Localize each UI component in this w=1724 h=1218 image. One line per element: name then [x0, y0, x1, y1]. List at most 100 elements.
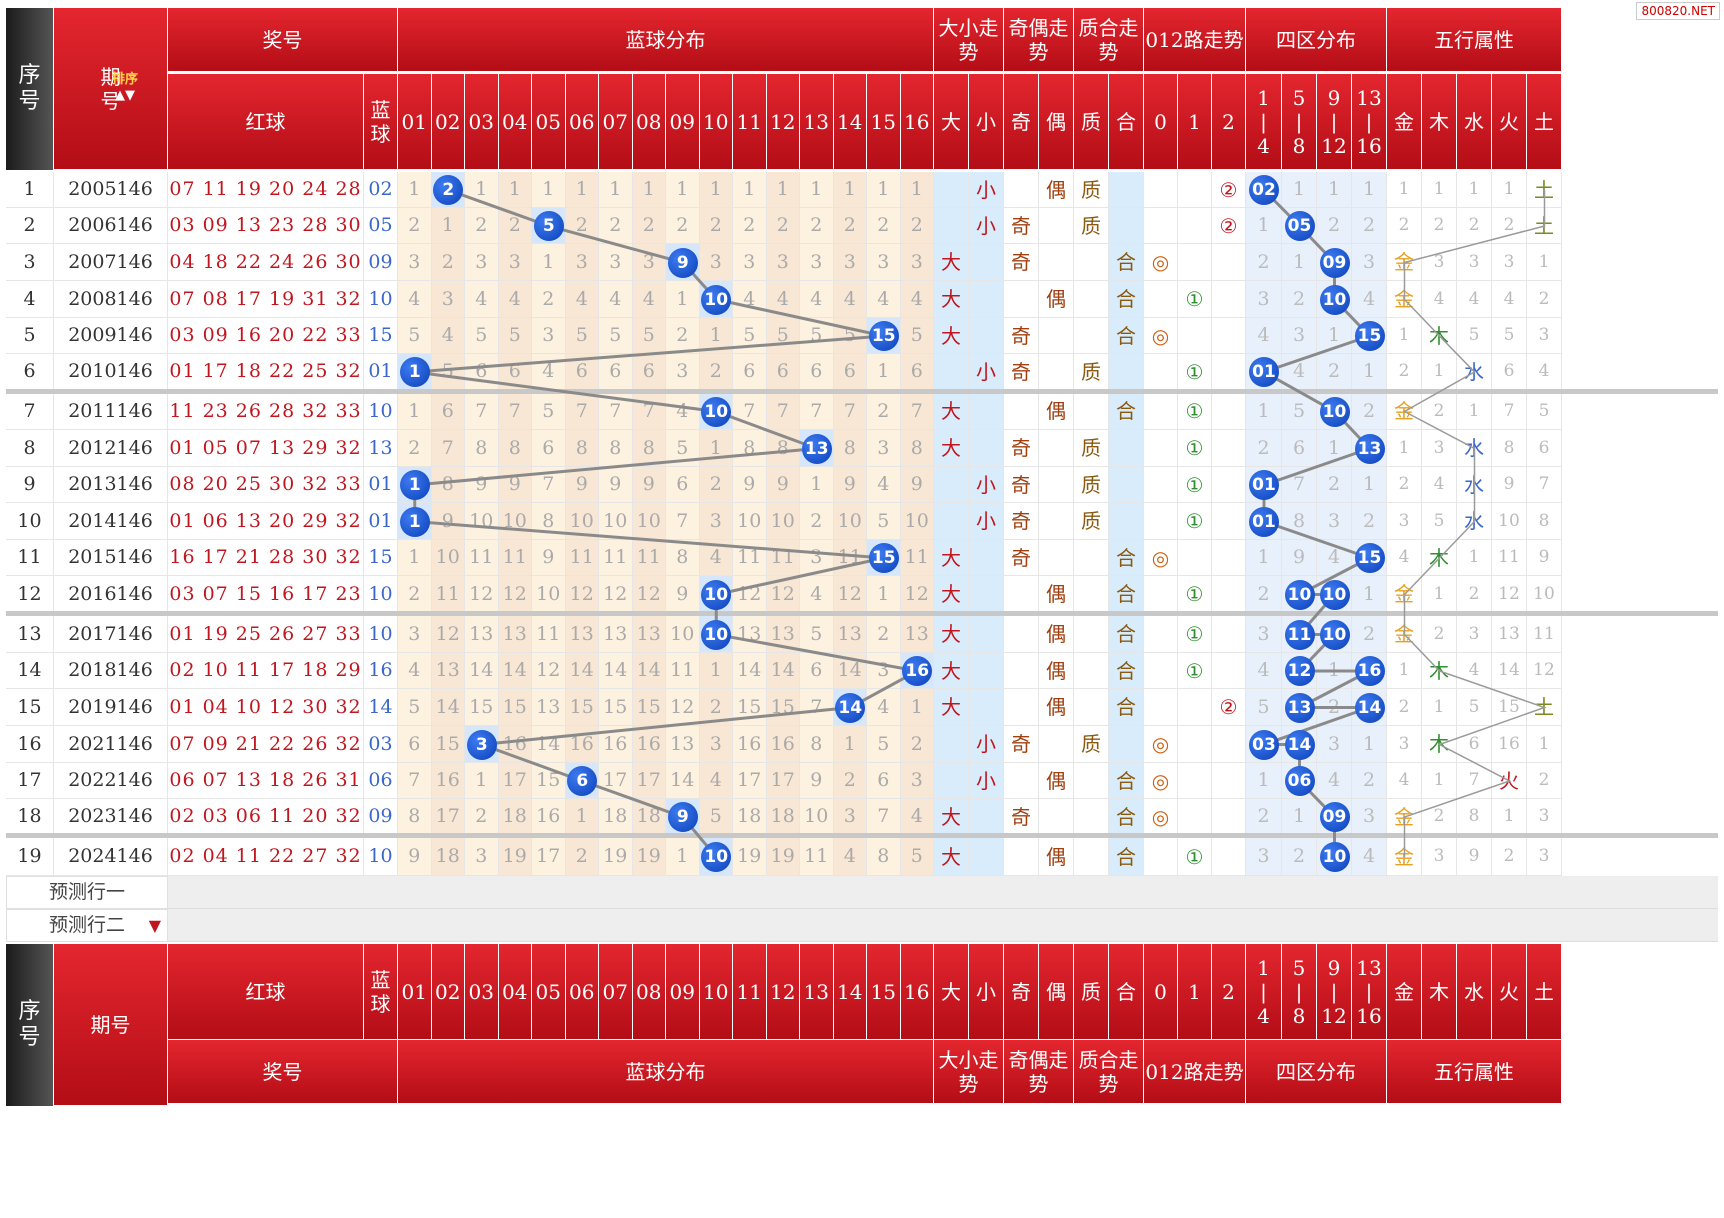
big-small-mark	[969, 393, 1004, 430]
blue-miss-cell: 10	[532, 576, 566, 613]
blue-ball: 10	[364, 616, 398, 653]
red-balls: 01 19 25 26 27 33	[168, 616, 364, 653]
row-index: 1	[6, 172, 54, 208]
route-mark	[1212, 799, 1246, 835]
blue-number-header: 14	[833, 944, 867, 1040]
group-separator	[6, 833, 1718, 838]
blue-miss-cell: 10	[565, 503, 599, 540]
blue-miss-cell: 7	[498, 393, 532, 430]
blue-miss-cell: 1	[699, 653, 733, 689]
prediction-row-input[interactable]	[168, 909, 1718, 942]
blue-miss-cell: 10	[599, 503, 633, 540]
arrow-down-icon[interactable]: ▼	[148, 915, 161, 935]
period-header-sortable[interactable]: 期号排序 ▲▼	[54, 8, 168, 170]
route012-header: 012路走势	[1144, 1040, 1246, 1104]
big-small-mark	[934, 208, 969, 244]
blue-miss-cell: 5	[867, 503, 901, 540]
wuxing-cell: 1	[1387, 430, 1422, 467]
red-balls: 01 05 07 13 29 32	[168, 430, 364, 467]
prediction-row-input[interactable]	[168, 876, 1718, 909]
odd-even-mark	[1004, 838, 1039, 876]
blue-miss-cell: 8	[900, 430, 934, 467]
blue-miss-cell: 2	[666, 318, 700, 354]
route-col: 2	[1212, 74, 1246, 170]
blue-miss-cell: 6	[900, 354, 934, 390]
quadrant-col: 5 | 8	[1282, 944, 1317, 1040]
odd-even-mark	[1004, 653, 1039, 689]
row-index: 8	[6, 430, 54, 467]
row-index: 7	[6, 393, 54, 430]
blue-miss-cell: 8	[398, 799, 432, 835]
blue-miss-cell: 14	[498, 653, 532, 689]
blue-miss-cell: 11	[766, 540, 800, 576]
blue-number-header: 02	[431, 74, 465, 170]
prime-mark	[1074, 576, 1109, 613]
blue-miss-cell: 12	[532, 653, 566, 689]
blue-ball-marker: 14	[835, 692, 866, 723]
blue-miss-cell: 2	[699, 208, 733, 244]
blue-miss-cell: 7	[800, 689, 834, 726]
route-mark: ①	[1178, 503, 1212, 540]
red-balls: 04 18 22 24 26 30	[168, 244, 364, 281]
quadrant-ball-marker: 15	[1354, 321, 1385, 351]
wuxing-cell: 14	[1492, 653, 1527, 689]
blue-miss-cell: 7	[532, 467, 566, 503]
quadrant-cell: 2	[1352, 393, 1387, 430]
blue-miss-cell: 8	[666, 540, 700, 576]
blue-number-header: 11	[733, 74, 767, 170]
blue-miss-cell: 18	[632, 799, 666, 835]
quadrant-cell: 5	[1282, 393, 1317, 430]
wuxing-cell: 1	[1387, 653, 1422, 689]
blue-ball: 09	[364, 799, 398, 835]
wuxing-col: 火	[1492, 944, 1527, 1040]
odd-even-mark	[1004, 393, 1039, 430]
blue-number-header: 03	[465, 74, 499, 170]
big-small-mark	[934, 354, 969, 390]
blue-miss-cell: 4	[398, 653, 432, 689]
wuxing-cell: 1	[1527, 244, 1562, 281]
quadrant-col-part: 16	[1356, 133, 1382, 158]
big-small-mark: 大	[934, 576, 969, 613]
blue-miss-cell: 3	[398, 244, 432, 281]
quadrant-cell: 3	[1352, 244, 1387, 281]
big-small-mark	[969, 838, 1004, 876]
sort-button[interactable]: 排序 ▲▼	[112, 72, 138, 103]
blue-miss-cell: 2	[699, 354, 733, 390]
blue-miss-cell: 15	[565, 689, 599, 726]
wuxing-cell: 4	[1387, 540, 1422, 576]
blue-miss-cell: 13	[632, 616, 666, 653]
quadrant-ball-marker: 15	[1354, 543, 1385, 573]
prediction-row-label[interactable]: 预测行一	[6, 876, 168, 909]
prediction-row-label[interactable]: 预测行二 ▼	[6, 909, 168, 942]
odd-even-mark	[1039, 208, 1074, 244]
blue-miss-cell: 5	[632, 318, 666, 354]
blue-number-header: 16	[900, 74, 934, 170]
prime-mark	[1074, 393, 1109, 430]
odd-even-mark	[1039, 799, 1074, 835]
blue-miss-cell: 9	[532, 540, 566, 576]
big-small-mark: 大	[934, 244, 969, 281]
prime-mark: 合	[1109, 393, 1144, 430]
quadrant-col-part: |	[1260, 109, 1267, 134]
quadrant-cell: 4	[1352, 281, 1387, 318]
quadrant-cell: 4	[1317, 763, 1352, 799]
wuxing-cell: 2	[1457, 576, 1492, 613]
quadrant-ball-marker: 06	[1284, 766, 1315, 796]
big-small-mark: 小	[969, 208, 1004, 244]
period-number: 2016146	[54, 576, 168, 613]
prime-col: 合	[1109, 74, 1144, 170]
prime-mark	[1074, 838, 1109, 876]
route-mark: ①	[1178, 653, 1212, 689]
blue-miss-cell: 5	[498, 318, 532, 354]
blue-miss-cell: 1	[900, 172, 934, 208]
blue-miss-cell: 9	[498, 467, 532, 503]
blue-miss-cell: 10	[733, 503, 767, 540]
blue-miss-cell: 6	[867, 763, 901, 799]
blue-miss-cell: 9	[900, 467, 934, 503]
blue-ball: 10	[364, 393, 398, 430]
blue-miss-cell: 4	[867, 281, 901, 318]
row-index: 5	[6, 318, 54, 354]
red-balls: 11 23 26 28 32 33	[168, 393, 364, 430]
blue-miss-cell: 11	[733, 540, 767, 576]
blue-miss-cell: 5	[465, 318, 499, 354]
